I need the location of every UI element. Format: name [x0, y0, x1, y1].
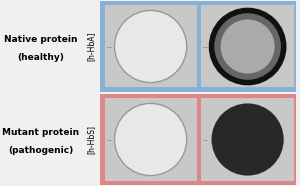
FancyBboxPatch shape — [100, 94, 296, 185]
Text: [h-HbS]: [h-HbS] — [86, 125, 95, 154]
Text: (pathogenic): (pathogenic) — [8, 146, 74, 155]
FancyBboxPatch shape — [104, 6, 197, 87]
FancyBboxPatch shape — [202, 6, 294, 87]
Ellipse shape — [115, 103, 187, 176]
FancyBboxPatch shape — [100, 1, 296, 92]
FancyBboxPatch shape — [104, 99, 197, 180]
Ellipse shape — [212, 10, 284, 83]
Text: (healthy): (healthy) — [18, 53, 64, 62]
FancyBboxPatch shape — [202, 99, 294, 180]
Ellipse shape — [115, 10, 187, 83]
Text: [h-HbA]: [h-HbA] — [86, 32, 95, 61]
Ellipse shape — [220, 20, 275, 73]
Ellipse shape — [212, 103, 284, 176]
Text: Mutant protein: Mutant protein — [2, 128, 80, 137]
Text: Native protein: Native protein — [4, 35, 78, 44]
